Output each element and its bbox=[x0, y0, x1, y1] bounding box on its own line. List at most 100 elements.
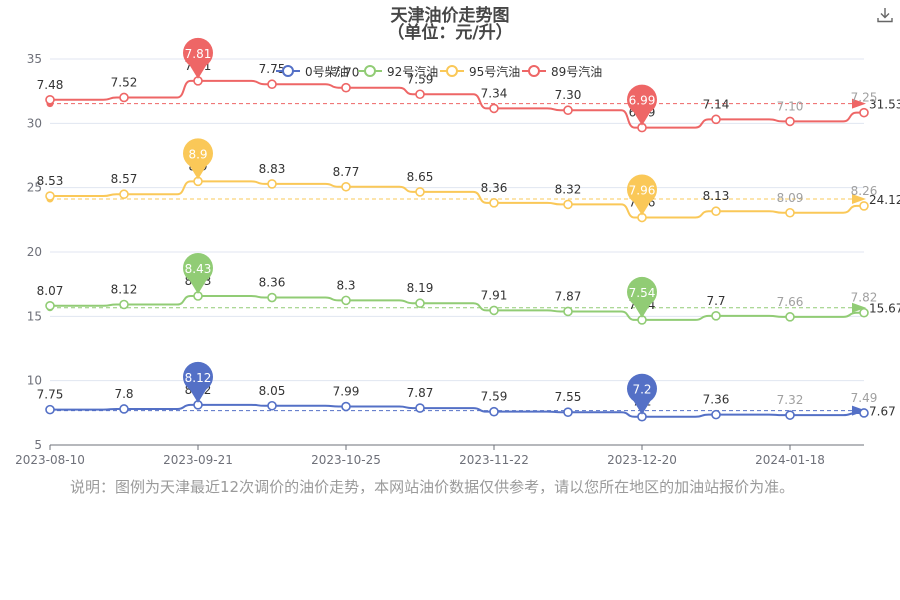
series-3: 31.537.487.527.817.757.707.597.347.306.9… bbox=[37, 59, 900, 133]
x-tick-label: 2023-11-22 bbox=[459, 453, 529, 467]
pin-label: 8.43 bbox=[185, 262, 212, 276]
y-tick-label: 10 bbox=[27, 374, 42, 388]
pin-label: 6.99 bbox=[629, 94, 656, 108]
data-point bbox=[119, 404, 129, 414]
data-point bbox=[119, 299, 129, 310]
data-label: 7.36 bbox=[703, 393, 730, 407]
data-point bbox=[711, 409, 721, 420]
data-point bbox=[489, 406, 499, 417]
data-point bbox=[785, 410, 795, 420]
data-point bbox=[563, 105, 573, 116]
data-label: 8.83 bbox=[259, 162, 286, 176]
data-point bbox=[119, 92, 129, 103]
data-point bbox=[859, 107, 869, 118]
pin-marker: 6.99 bbox=[627, 84, 657, 126]
data-point bbox=[711, 311, 721, 321]
legend: 0号柴油 92号汽油 95号汽油 89号汽油 bbox=[276, 64, 602, 79]
data-label: 8.57 bbox=[111, 172, 138, 186]
data-point bbox=[341, 82, 351, 93]
y-tick-label: 5 bbox=[34, 438, 42, 452]
average-arrow bbox=[852, 98, 866, 109]
data-label: 8.19 bbox=[407, 281, 434, 295]
pin-marker: 8.9 bbox=[183, 138, 213, 180]
data-label: 7.75 bbox=[37, 388, 64, 402]
data-point bbox=[45, 404, 55, 415]
data-label: 8.36 bbox=[481, 181, 508, 195]
data-label: 7.25 bbox=[851, 91, 878, 105]
data-point bbox=[785, 312, 795, 322]
chart-title: 天津油价走势图 bbox=[391, 5, 510, 26]
legend-marker bbox=[446, 65, 458, 77]
average-label: 31.53 bbox=[869, 98, 900, 112]
data-label: 7.32 bbox=[777, 393, 804, 407]
data-point bbox=[341, 401, 351, 412]
average-label: 24.12 bbox=[869, 193, 900, 207]
series-line bbox=[50, 180, 864, 219]
data-point bbox=[45, 191, 55, 201]
data-label: 8.65 bbox=[407, 170, 434, 184]
pin-label: 8.12 bbox=[185, 371, 212, 385]
pin-marker: 7.81 bbox=[183, 37, 213, 79]
average-arrow bbox=[852, 193, 866, 204]
pin-head bbox=[627, 84, 657, 115]
pin-head bbox=[183, 37, 213, 68]
legend-item-0[interactable]: 0号柴油 bbox=[276, 65, 349, 79]
data-point bbox=[859, 408, 869, 418]
download-icon[interactable] bbox=[876, 6, 894, 24]
average-arrow bbox=[852, 405, 866, 416]
legend-marker bbox=[528, 65, 540, 77]
data-label: 7.14 bbox=[703, 97, 730, 111]
data-label: 8.26 bbox=[851, 184, 878, 198]
legend-item-2[interactable]: 95号汽油 bbox=[440, 64, 520, 79]
y-tick-label: 25 bbox=[27, 181, 42, 195]
pin-marker: 8.12 bbox=[183, 361, 213, 403]
pin-head bbox=[627, 373, 657, 404]
series-line bbox=[50, 79, 864, 129]
data-label: 7.82 bbox=[851, 291, 878, 305]
data-label: 7.52 bbox=[111, 75, 138, 89]
data-point bbox=[785, 207, 795, 218]
y-tick-label: 35 bbox=[27, 52, 42, 66]
data-label: 7.59 bbox=[407, 72, 434, 86]
pin-head bbox=[183, 253, 213, 284]
data-point bbox=[415, 187, 425, 197]
series-line bbox=[50, 295, 864, 321]
data-point bbox=[563, 199, 573, 210]
data-point bbox=[341, 295, 351, 306]
data-point bbox=[489, 305, 499, 316]
x-tick-label: 2024-01-18 bbox=[755, 453, 825, 467]
data-point bbox=[489, 103, 499, 114]
data-point bbox=[267, 179, 277, 189]
pin-head bbox=[183, 361, 213, 392]
data-point bbox=[785, 116, 795, 127]
data-label: 8.12 bbox=[111, 282, 138, 296]
data-label: 7.87 bbox=[407, 386, 434, 400]
data-label: 8.32 bbox=[555, 182, 582, 196]
data-label: 8.77 bbox=[333, 165, 360, 179]
data-label: 7.70 bbox=[333, 66, 360, 80]
data-label: 8.13 bbox=[703, 189, 730, 203]
legend-item-3[interactable]: 89号汽油 bbox=[522, 64, 602, 79]
legend-item-1[interactable]: 92号汽油 bbox=[358, 64, 438, 79]
data-point bbox=[415, 403, 425, 413]
data-point bbox=[859, 201, 869, 211]
x-tick-label: 2023-08-10 bbox=[15, 453, 85, 467]
data-point bbox=[267, 400, 277, 411]
legend-label: 95号汽油 bbox=[469, 64, 520, 79]
data-point bbox=[563, 306, 573, 317]
series-2: 24.128.538.578.98.838.778.658.368.327.96… bbox=[37, 159, 900, 223]
pin-label: 7.96 bbox=[629, 184, 656, 198]
data-point bbox=[711, 206, 721, 217]
average-label: 15.67 bbox=[869, 302, 900, 316]
data-point bbox=[489, 198, 499, 208]
data-label: 8.53 bbox=[37, 174, 64, 188]
average-arrow bbox=[852, 302, 866, 313]
data-label: 7.10 bbox=[777, 99, 804, 113]
legend-label: 0号柴油 bbox=[305, 65, 349, 79]
series-0: 7.677.757.88.128.057.997.877.597.557.27.… bbox=[37, 383, 896, 422]
pin-label: 7.54 bbox=[629, 286, 656, 300]
series-line bbox=[50, 403, 864, 418]
data-label: 7.34 bbox=[481, 86, 508, 100]
pin-marker: 7.2 bbox=[627, 373, 657, 415]
data-label: 7.7 bbox=[706, 294, 725, 308]
